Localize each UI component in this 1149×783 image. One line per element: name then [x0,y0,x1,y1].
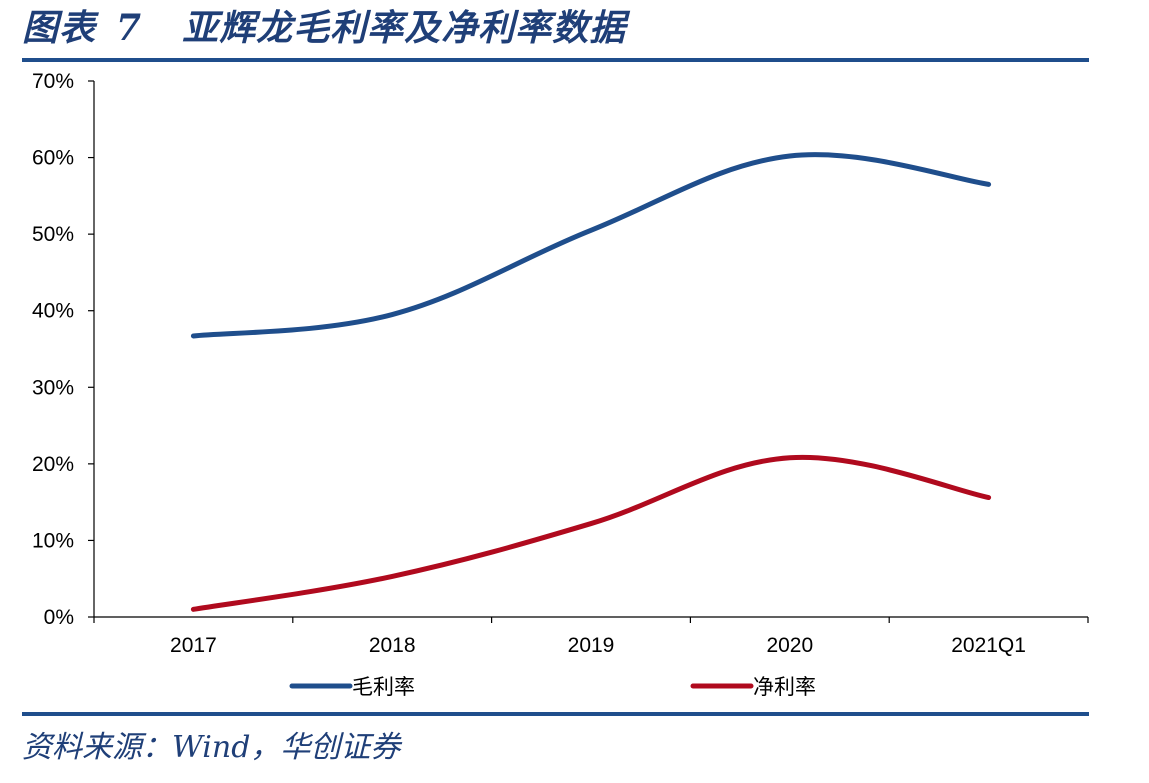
legend-label-1: 毛利率 [352,675,415,699]
x-axis-ticks: 2017 2018 2019 2020 2021Q1 [93,617,1089,657]
series-line-1 [190,152,992,339]
x-tick-label: 2018 [369,634,416,657]
series-line-2 [190,454,992,612]
header-rule [22,58,1089,62]
axes [93,81,1088,618]
y-tick-label: 0% [44,606,74,629]
y-tick-label: 30% [32,376,74,399]
y-tick-label: 20% [32,453,74,476]
y-tick-label: 60% [32,147,74,170]
x-tick-label: 2021Q1 [951,634,1026,657]
x-tick-label: 2020 [766,634,813,657]
figure-label: 图表 [22,7,97,49]
x-tick-label: 2017 [170,634,217,657]
legend-label-2: 净利率 [753,675,816,699]
figure-number: 7 [116,7,143,49]
y-tick-label: 10% [32,529,74,552]
chart-title: 亚辉龙毛利率及净利率数据 [182,7,627,49]
footer-rule [22,712,1089,716]
y-tick-label: 40% [32,300,74,323]
x-tick-label: 2019 [568,634,615,657]
legend: 毛利率 净利率 [289,675,816,699]
y-tick-label: 70% [32,70,74,93]
figure-title: 图表 7 亚辉龙毛利率及净利率数据 [22,2,626,54]
y-axis-ticks: 0% 10% 20% 30% 40% 50% 60% 70% [32,70,94,629]
y-tick-label: 50% [32,223,74,246]
source-note: 资料来源：Wind，华创证券 [22,730,401,765]
series-lines [190,152,992,612]
